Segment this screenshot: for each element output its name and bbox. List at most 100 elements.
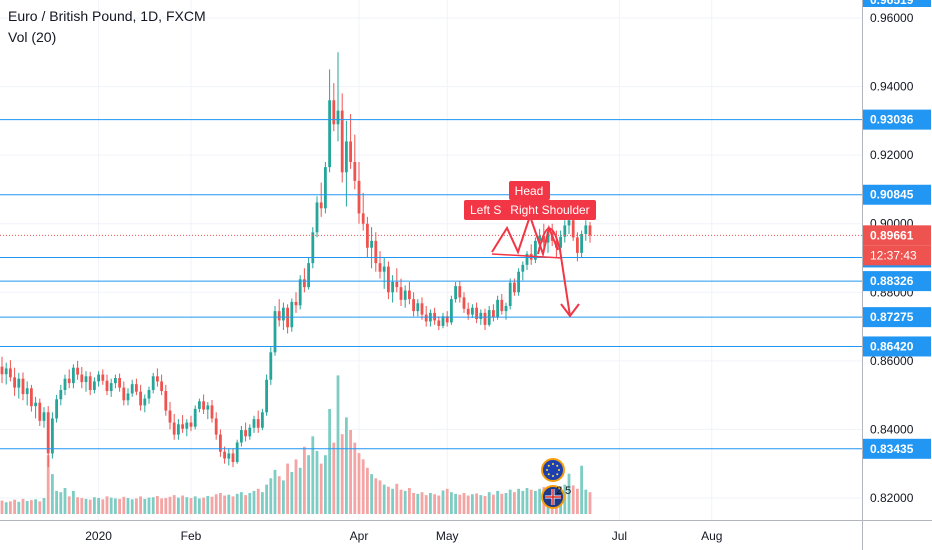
candle-body — [42, 412, 46, 421]
candle-body — [408, 290, 411, 300]
volume-bar — [38, 501, 42, 514]
top-partial-price-tag-text: 0.96519 — [870, 0, 914, 7]
candle-body — [307, 263, 310, 288]
volume-bar — [345, 417, 348, 514]
candle-body — [244, 430, 247, 437]
candle-body — [424, 314, 428, 322]
volume-bar — [156, 495, 159, 514]
breakdown-arrow-head — [560, 303, 580, 318]
volume-bar — [508, 489, 512, 514]
volume-bar — [244, 495, 247, 514]
volume-bar — [290, 472, 294, 514]
right-shoulder-label-bg — [504, 200, 596, 220]
volume-bar — [361, 459, 365, 514]
candle-body — [437, 320, 441, 326]
y-tick-label: 0.82000 — [870, 491, 914, 505]
breakdown-arrow-shaft — [559, 249, 571, 317]
volume-bar — [529, 489, 533, 514]
volume-bar — [538, 488, 541, 514]
eu-star — [556, 473, 559, 476]
right-shoulder-arc — [537, 227, 561, 255]
volume-bar — [88, 499, 92, 514]
volume-bar — [445, 488, 449, 514]
uk-flag-icon: 2 5 — [541, 485, 571, 509]
candle-body — [172, 422, 176, 435]
candle-body — [361, 213, 365, 224]
candle-body — [143, 398, 147, 406]
volume-bar — [492, 494, 495, 514]
candle-body — [156, 376, 159, 382]
candle-body — [189, 422, 193, 427]
volume-bar — [151, 497, 155, 514]
candle-body — [63, 378, 67, 390]
eu-star — [552, 463, 554, 465]
volume-layer — [0, 375, 592, 514]
candle-body — [298, 279, 302, 306]
candle-body — [227, 453, 231, 459]
volume-bar — [231, 496, 235, 514]
candle-body — [164, 391, 168, 411]
level-price-tag — [863, 184, 931, 205]
volume-bar — [219, 493, 222, 514]
volume-bar — [172, 495, 176, 514]
candle-body — [387, 266, 390, 293]
level-price-tag — [863, 438, 931, 459]
last-price-tag — [863, 225, 931, 246]
candle-body — [147, 390, 151, 399]
volume-indicator-label[interactable]: Vol (20) — [8, 29, 57, 45]
volume-bar — [387, 486, 390, 514]
volume-bar — [55, 490, 58, 514]
candle-body — [563, 225, 567, 237]
right-shoulder-label: Right Shoulder — [510, 203, 589, 217]
head-label-bg — [509, 181, 550, 200]
volume-bar — [395, 483, 399, 514]
volume-bar — [17, 501, 21, 514]
y-tick-label: 0.92000 — [870, 148, 914, 162]
candle-body — [353, 162, 357, 181]
candle-body — [46, 412, 50, 454]
volume-bar — [307, 455, 310, 514]
candle-body — [240, 430, 243, 443]
volume-bar — [227, 494, 231, 514]
volume-bar — [336, 375, 340, 514]
candle-body — [0, 366, 4, 375]
candle-body — [433, 312, 436, 321]
eu-star — [552, 475, 554, 477]
candle-body — [475, 307, 478, 320]
candle-body — [139, 391, 142, 406]
volume-bar — [206, 495, 210, 514]
volume-bar — [164, 498, 168, 514]
x-tick-label: 2020 — [85, 529, 112, 543]
candle-body — [576, 237, 579, 253]
candle-body — [219, 434, 222, 452]
volume-bar — [332, 442, 336, 514]
volume-bar — [567, 473, 571, 514]
volume-bar — [282, 480, 285, 514]
volume-bar — [9, 501, 12, 514]
candle-body — [55, 399, 58, 419]
top-partial-price-tag — [863, 0, 931, 7]
candle-body — [534, 240, 537, 260]
y-tick-label: 0.84000 — [870, 422, 914, 436]
candle-body — [21, 378, 25, 395]
volume-bar — [403, 490, 407, 514]
candle-body — [130, 384, 134, 394]
candle-body — [521, 264, 525, 272]
candle-body — [319, 202, 323, 209]
symbol-title[interactable]: Euro / British Pound, 1D, FXCM — [8, 8, 206, 24]
candle-body — [181, 424, 184, 429]
candle-body — [332, 100, 336, 125]
candle-body — [17, 378, 21, 388]
volume-bar — [198, 498, 201, 514]
candle-body — [567, 220, 571, 226]
volume-bar — [433, 494, 436, 514]
candle-body — [311, 232, 315, 264]
candle-body — [471, 307, 474, 315]
level-price-tag — [863, 336, 931, 357]
candle-body — [466, 308, 470, 315]
volume-bar — [412, 493, 415, 514]
volume-bar — [109, 497, 113, 514]
volume-bar — [563, 484, 567, 514]
